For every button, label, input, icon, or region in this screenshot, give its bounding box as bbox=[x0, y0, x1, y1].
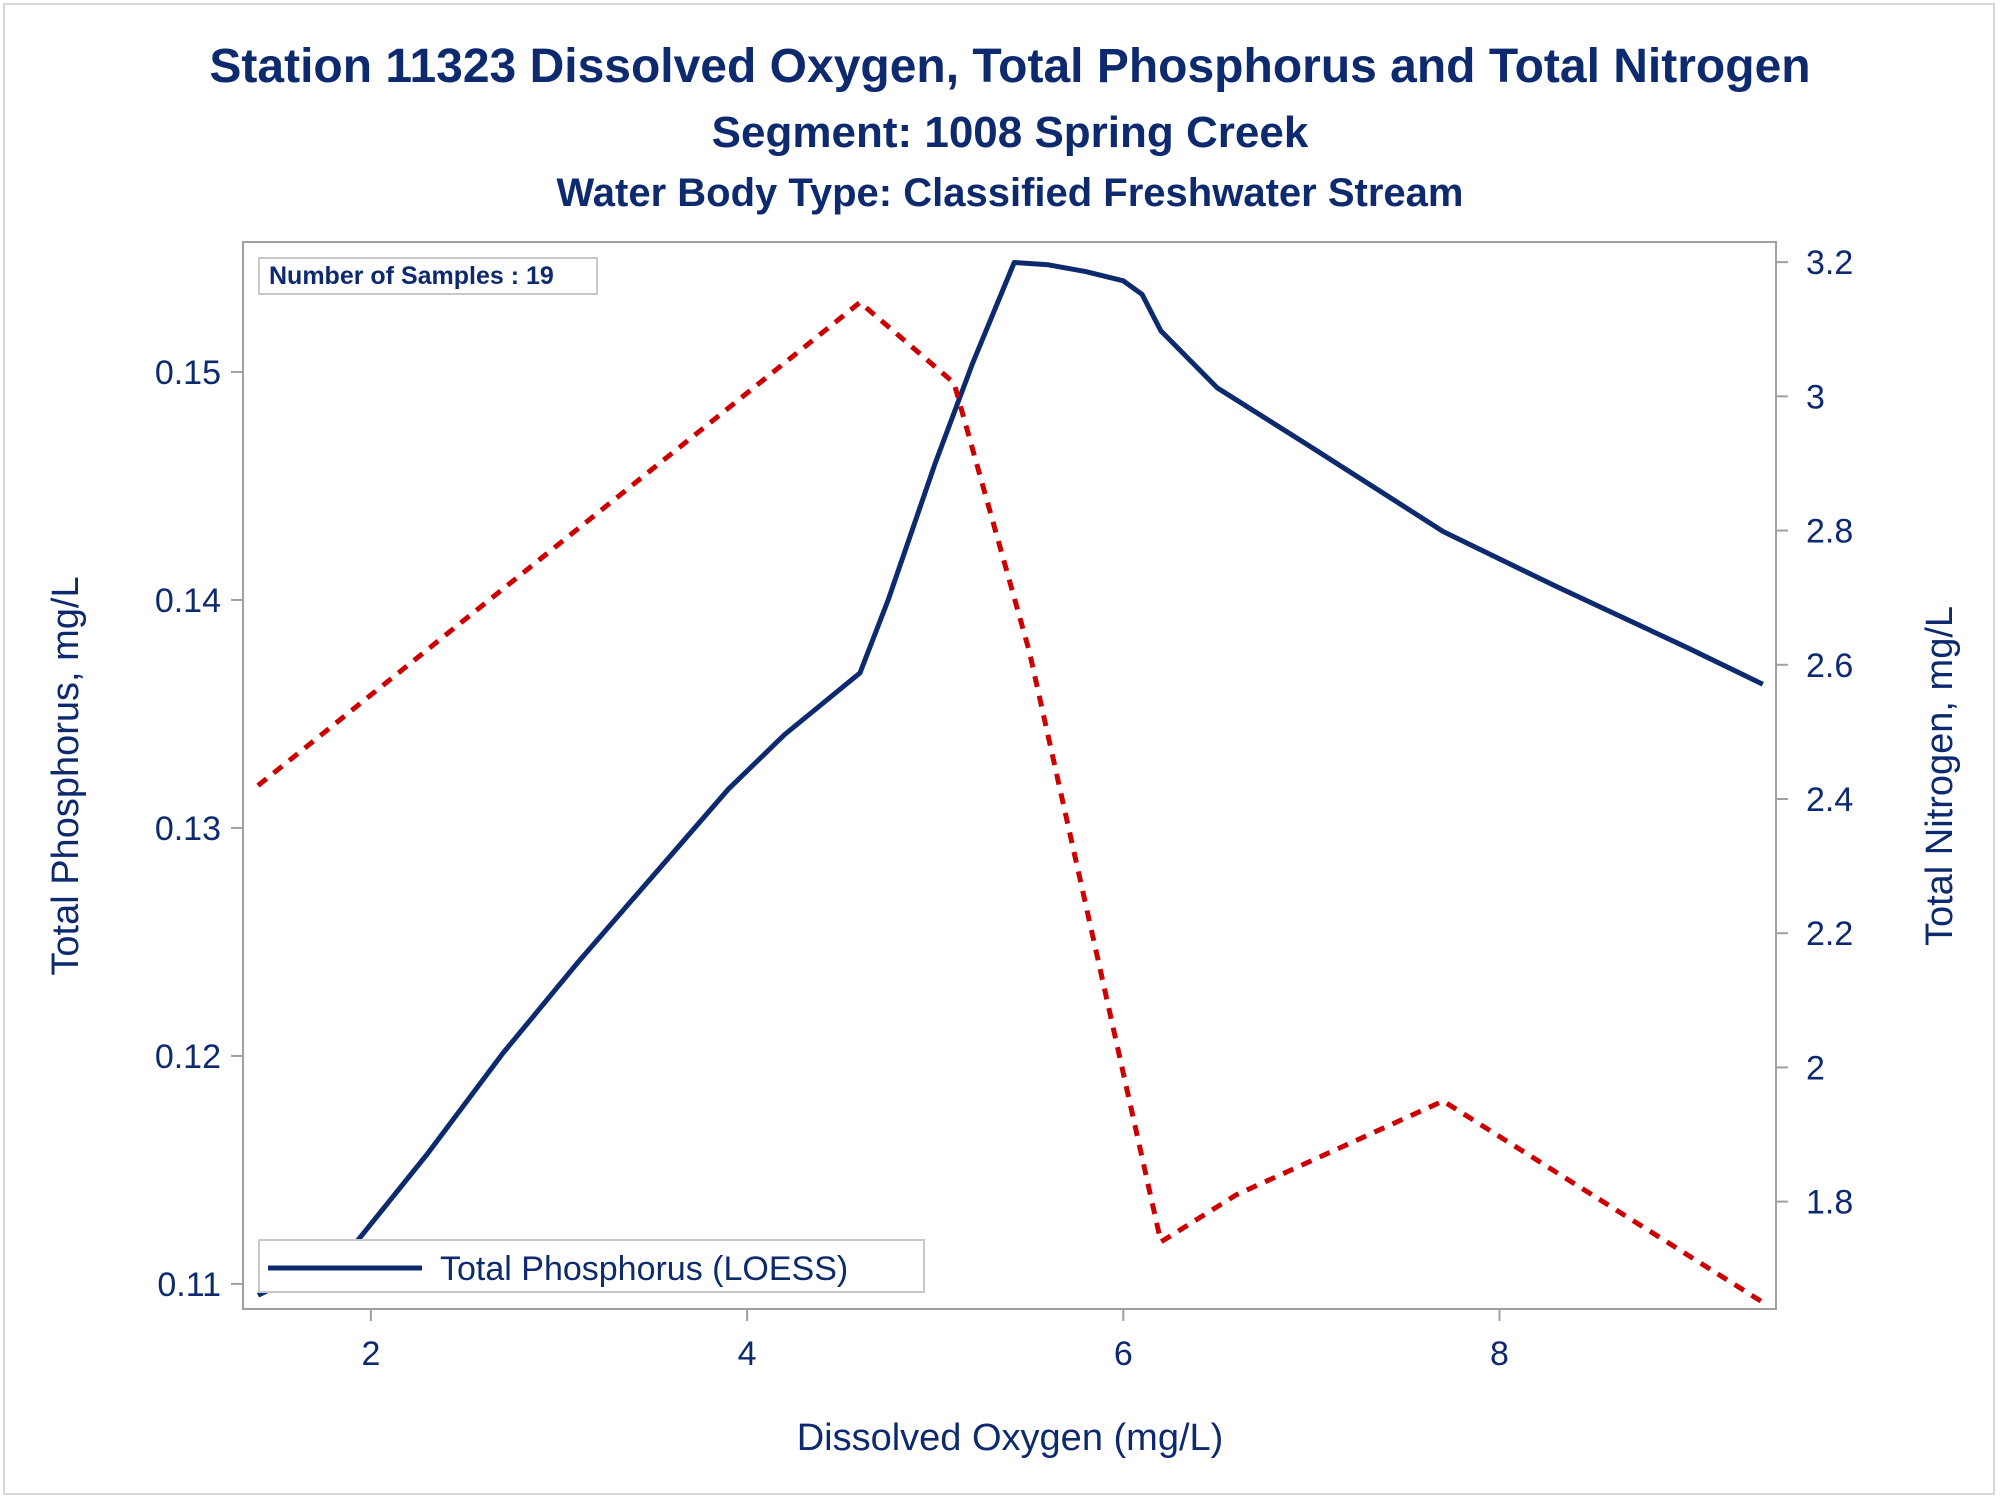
legend: Total Phosphorus (LOESS) bbox=[258, 1239, 925, 1293]
x-tick-label: 4 bbox=[738, 1335, 757, 1373]
y2-tick-label: 2.6 bbox=[1806, 647, 1853, 685]
legend-label-phosphorus: Total Phosphorus (LOESS) bbox=[440, 1250, 848, 1288]
y-tick-label: 0.15 bbox=[155, 354, 221, 392]
samples-inset-text: Number of Samples : 19 bbox=[269, 262, 554, 290]
y-axis-left: 0.11 0.12 0.13 0.14 0.15 bbox=[155, 354, 243, 1304]
y-tick-label: 0.13 bbox=[155, 810, 221, 848]
chart-subtitle-waterbody: Water Body Type: Classified Freshwater S… bbox=[557, 171, 1464, 215]
y2-tick-label: 2.2 bbox=[1806, 915, 1853, 953]
y2-tick-label: 3.2 bbox=[1806, 244, 1853, 282]
series-layer bbox=[256, 260, 1765, 1305]
x-tick-label: 2 bbox=[361, 1335, 380, 1373]
y-axis-right: 1.8 2 2.2 2.4 2.6 2.8 3 3.2 bbox=[1776, 244, 1853, 1222]
x-tick-label: 8 bbox=[1490, 1335, 1509, 1373]
y-tick-label: 0.14 bbox=[155, 582, 221, 620]
x-axis-title: Dissolved Oxygen (mg/L) bbox=[797, 1417, 1224, 1459]
chart-title: Station 11323 Dissolved Oxygen, Total Ph… bbox=[209, 40, 1810, 93]
y-tick-label: 0.11 bbox=[157, 1266, 221, 1304]
x-tick-label: 6 bbox=[1114, 1335, 1133, 1373]
y2-tick-label: 2.8 bbox=[1806, 513, 1853, 551]
y2-tick-label: 3 bbox=[1806, 378, 1825, 416]
y-axis-title-right: Total Nitrogen, mg/L bbox=[1919, 606, 1961, 946]
y-tick-label: 0.12 bbox=[155, 1038, 221, 1076]
samples-inset: Number of Samples : 19 bbox=[258, 257, 598, 295]
y2-tick-label: 2.4 bbox=[1806, 781, 1853, 819]
series-line-nitrogen bbox=[256, 299, 1765, 1305]
y2-tick-label: 2 bbox=[1806, 1049, 1825, 1087]
plot-area-frame bbox=[242, 241, 1777, 1310]
samples-inset-box bbox=[258, 257, 598, 295]
chart-subtitle-segment: Segment: 1008 Spring Creek bbox=[712, 108, 1309, 157]
y-axis-title-left: Total Phosphorus, mg/L bbox=[45, 576, 87, 975]
y2-tick-label: 1.8 bbox=[1806, 1184, 1853, 1222]
x-axis: 2 4 6 8 bbox=[361, 1309, 1509, 1373]
series-line-phosphorus bbox=[256, 260, 1764, 1298]
